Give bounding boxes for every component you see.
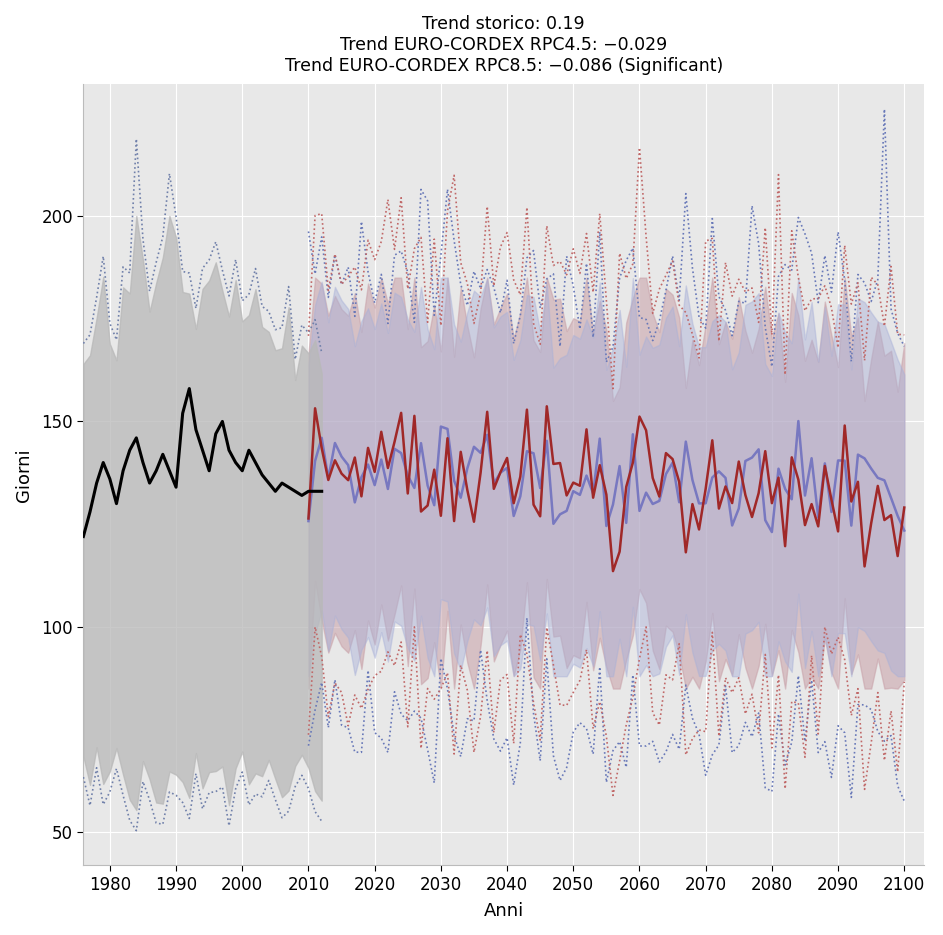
X-axis label: Anni: Anni	[484, 902, 524, 920]
Y-axis label: Giorni: Giorni	[15, 448, 33, 502]
Title: Trend storico: 0.19
Trend EURO-CORDEX RPC4.5: −0.029
Trend EURO-CORDEX RPC8.5: −: Trend storico: 0.19 Trend EURO-CORDEX RP…	[285, 15, 723, 75]
